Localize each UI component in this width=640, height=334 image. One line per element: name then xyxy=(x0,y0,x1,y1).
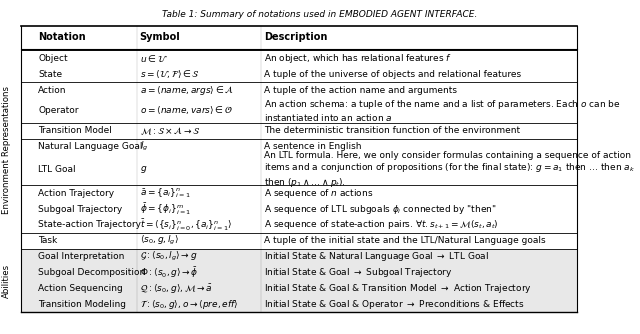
Text: Abilities: Abilities xyxy=(2,264,11,298)
Text: The deterministic transition function of the environment: The deterministic transition function of… xyxy=(264,126,520,135)
Text: $\Phi : \langle s_0, g \rangle \rightarrow \bar{\phi}$: $\Phi : \langle s_0, g \rangle \rightarr… xyxy=(140,265,198,280)
Text: $\bar{\phi} = \{\phi_i\}_{i=1}^{m}$: $\bar{\phi} = \{\phi_i\}_{i=1}^{m}$ xyxy=(140,201,191,217)
Text: $l_g$: $l_g$ xyxy=(140,140,148,153)
Text: Operator: Operator xyxy=(38,106,79,115)
Text: $\langle s_0, g, l_g \rangle$: $\langle s_0, g, l_g \rangle$ xyxy=(140,234,179,247)
Bar xyxy=(35,26,577,49)
Text: $\mathcal{T} : \langle s_0, g \rangle, o \rightarrow \langle pre, eff \rangle$: $\mathcal{T} : \langle s_0, g \rangle, o… xyxy=(140,298,237,311)
Text: Task: Task xyxy=(38,236,58,245)
Text: A tuple of the action name and arguments: A tuple of the action name and arguments xyxy=(264,86,457,95)
Text: An object, which has relational features $f$: An object, which has relational features… xyxy=(264,52,452,65)
Text: Action Trajectory: Action Trajectory xyxy=(38,189,115,198)
Bar xyxy=(20,249,577,312)
Text: Table 1: Summary of notations used in EMBODIED AGENT INTERFACE.: Table 1: Summary of notations used in EM… xyxy=(163,10,477,19)
Text: Description: Description xyxy=(264,32,328,42)
Text: $a = \langle name, args \rangle \in \mathcal{A}$: $a = \langle name, args \rangle \in \mat… xyxy=(140,84,234,97)
Text: $u \in \mathcal{U}$: $u \in \mathcal{U}$ xyxy=(140,53,167,64)
Text: Subgoal Trajectory: Subgoal Trajectory xyxy=(38,204,122,213)
Text: Goal Interpretation: Goal Interpretation xyxy=(38,252,125,261)
Text: Environment Representations: Environment Representations xyxy=(2,86,11,214)
Text: LTL Goal: LTL Goal xyxy=(38,165,76,174)
Text: Transition Modeling: Transition Modeling xyxy=(38,300,126,309)
Text: Subgoal Decomposition: Subgoal Decomposition xyxy=(38,268,145,277)
Text: $\bar{a} = \{a_i\}_{i=1}^{n}$: $\bar{a} = \{a_i\}_{i=1}^{n}$ xyxy=(140,186,190,200)
Text: Initial State & Goal $\rightarrow$ Subgoal Trajectory: Initial State & Goal $\rightarrow$ Subgo… xyxy=(264,266,452,279)
Text: A sequence of LTL subgoals $\phi_i$ connected by "then": A sequence of LTL subgoals $\phi_i$ conn… xyxy=(264,202,497,215)
Text: Transition Model: Transition Model xyxy=(38,126,112,135)
Text: A sequence of $n$ actions: A sequence of $n$ actions xyxy=(264,187,373,200)
Text: An LTL formula. Here, we only consider formulas containing a sequence of action : An LTL formula. Here, we only consider f… xyxy=(264,151,635,189)
Text: Natural Language Goal: Natural Language Goal xyxy=(38,142,143,151)
Text: Notation: Notation xyxy=(38,32,86,42)
Text: Initial State & Goal & Operator $\rightarrow$ Preconditions & Effects: Initial State & Goal & Operator $\righta… xyxy=(264,298,525,311)
Text: A sentence in English: A sentence in English xyxy=(264,142,362,151)
Text: A tuple of the universe of objects and relational features: A tuple of the universe of objects and r… xyxy=(264,70,521,79)
Text: $g$: $g$ xyxy=(140,164,147,175)
Text: Symbol: Symbol xyxy=(140,32,180,42)
Text: Action: Action xyxy=(38,86,67,95)
Text: An action schema: a tuple of the name and a list of parameters. Each $o$ can be : An action schema: a tuple of the name an… xyxy=(264,98,621,124)
Text: $\mathcal{M} : \mathcal{S} \times \mathcal{A} \rightarrow \mathcal{S}$: $\mathcal{M} : \mathcal{S} \times \mathc… xyxy=(140,125,200,137)
Text: $s = \langle \mathcal{U}, \mathcal{F} \rangle \in \mathcal{S}$: $s = \langle \mathcal{U}, \mathcal{F} \r… xyxy=(140,69,200,80)
Text: A sequence of state-action pairs. $\forall t. s_{t+1} = \mathcal{M}(s_t, a_t)$: A sequence of state-action pairs. $\fora… xyxy=(264,218,499,231)
Text: Action Sequencing: Action Sequencing xyxy=(38,284,123,293)
Text: $o = \langle name, vars \rangle \in \mathcal{O}$: $o = \langle name, vars \rangle \in \mat… xyxy=(140,105,232,116)
Text: $\mathcal{G} : \langle s_0, l_g \rangle \rightarrow g$: $\mathcal{G} : \langle s_0, l_g \rangle … xyxy=(140,250,197,263)
Text: State-action Trajectory: State-action Trajectory xyxy=(38,220,141,229)
Text: Object: Object xyxy=(38,54,68,63)
Text: $\mathcal{Q} : \langle s_0, g \rangle, \mathcal{M} \rightarrow \bar{a}$: $\mathcal{Q} : \langle s_0, g \rangle, \… xyxy=(140,282,212,295)
Bar xyxy=(20,50,577,249)
Text: A tuple of the initial state and the LTL/Natural Language goals: A tuple of the initial state and the LTL… xyxy=(264,236,546,245)
Text: Initial State & Goal & Transition Model $\rightarrow$ Action Trajectory: Initial State & Goal & Transition Model … xyxy=(264,282,532,295)
Text: State: State xyxy=(38,70,62,79)
Text: Initial State & Natural Language Goal $\rightarrow$ LTL Goal: Initial State & Natural Language Goal $\… xyxy=(264,250,489,263)
Text: $\bar{t} = \langle \{s_i\}_{i=0}^{n}, \{a_i\}_{i=1}^{n} \rangle$: $\bar{t} = \langle \{s_i\}_{i=0}^{n}, \{… xyxy=(140,217,232,233)
